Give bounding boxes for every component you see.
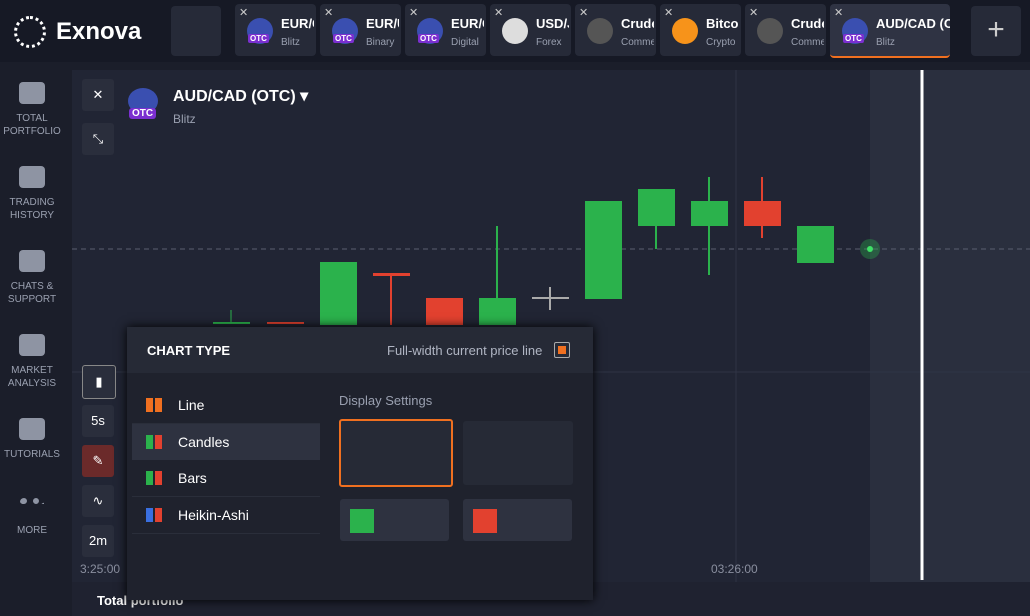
tab-sub: Forex [536, 37, 562, 48]
logo[interactable]: Exnova [56, 18, 142, 45]
sidebar-item[interactable]: MARKET ANALYSIS [0, 334, 64, 390]
tab-sub: Comme [791, 37, 824, 48]
style-option-hollow[interactable] [463, 421, 573, 485]
sidebar-item[interactable]: CHATS & SUPPORT [0, 250, 64, 306]
tab-sub: Blitz [281, 37, 300, 48]
tab-close[interactable]: ✕ [834, 7, 844, 19]
chart-type-item[interactable]: Heikin-Ashi [132, 497, 320, 534]
tab-sub: Crypto [706, 37, 736, 48]
tab-name: Bitcoin [706, 16, 739, 31]
tab-sub: Digital [451, 37, 479, 48]
tab-name: EUR/G [451, 16, 484, 31]
chart-type-item[interactable]: Bars [132, 460, 320, 497]
tab[interactable]: ✕ OTC EUR/G Blitz [235, 4, 316, 56]
sidebar-icon [19, 334, 45, 356]
tab-close[interactable]: ✕ [239, 7, 249, 19]
chart-type-icon [146, 434, 162, 449]
asset-name[interactable]: AUD/CAD (OTC) ▾ [173, 88, 309, 105]
tab-sub: Blitz [876, 37, 895, 48]
sidebar-label: TUTORIALS [4, 449, 60, 460]
grid-button[interactable] [171, 6, 221, 56]
tab-sub: Binary [366, 37, 395, 48]
logo-icon [14, 16, 46, 48]
tab-close[interactable]: ✕ [324, 7, 334, 19]
add-tab[interactable]: + [971, 6, 1021, 56]
tab[interactable]: ✕ Bitcoin Crypto [660, 4, 741, 56]
close-chart[interactable]: ✕ [82, 79, 114, 111]
chart-type-icon [146, 507, 162, 522]
sidebar-label: TRADING HISTORY [9, 197, 55, 221]
sidebar-item[interactable]: TOTAL PORTFOLIO [0, 82, 64, 138]
tab-name: EUR/U [366, 16, 399, 31]
chart-type-icon [146, 398, 162, 412]
sidebar-item[interactable]: MORE [0, 490, 64, 537]
tab-name: USD/J [536, 16, 569, 31]
asset-badge: OTC [129, 108, 157, 119]
tab-icon [587, 18, 613, 44]
sidebar-label: MARKET ANALYSIS [7, 365, 57, 389]
tab[interactable]: ✕ OTC EUR/G Digital [405, 4, 486, 56]
tab-name: Crude [621, 16, 654, 31]
draw-button[interactable]: ✎ [82, 445, 114, 477]
tab-badge: OTC [418, 34, 439, 43]
tab-close[interactable]: ✕ [579, 7, 589, 19]
tab-close[interactable]: ✕ [664, 7, 674, 19]
period-button[interactable]: 5s [82, 405, 114, 437]
future-zone [870, 70, 1030, 582]
chart-type-item[interactable]: Candles [132, 423, 320, 460]
sidebar-icon [19, 418, 45, 440]
down-color-picker[interactable] [463, 499, 572, 541]
tab[interactable]: ✕ OTC EUR/U Binary [320, 4, 401, 56]
tab-badge: OTC [248, 34, 269, 43]
chart-type-label: Bars [178, 470, 207, 486]
tab-name: AUD/CAD (O... [876, 16, 950, 31]
panel-title: CHART TYPE [147, 343, 231, 358]
sidebar-icon [19, 250, 45, 272]
panel-header [127, 327, 593, 373]
chart-type-item[interactable]: Line [132, 387, 320, 424]
tab-icon [757, 18, 783, 44]
tab-close[interactable]: ✕ [749, 7, 759, 19]
minimize[interactable]: ⤡ [82, 123, 114, 155]
chart-type-button[interactable]: ▮ [82, 365, 116, 399]
time-label: 3:25:00 [80, 562, 121, 576]
tab[interactable]: ✕ Crude Comme [745, 4, 826, 56]
price-line-label: Full-width current price line [387, 343, 543, 358]
sidebar-label: CHATS & SUPPORT [7, 281, 57, 305]
tab-icon [672, 18, 698, 44]
tab[interactable]: ✕ OTC AUD/CAD (O... Blitz [830, 4, 950, 58]
tab-icon [502, 18, 528, 44]
tab-badge: OTC [333, 34, 354, 43]
tab[interactable]: ✕ USD/J Forex [490, 4, 571, 56]
tab-close[interactable]: ✕ [409, 7, 419, 19]
style-option-filled[interactable] [339, 419, 453, 487]
sidebar-icon [19, 166, 45, 188]
sidebar-item[interactable]: TRADING HISTORY [0, 166, 64, 222]
sidebar-icon [20, 498, 44, 510]
sidebar-icon [19, 82, 45, 104]
tab-name: EUR/G [281, 16, 314, 31]
display-settings-label: Display Settings [339, 393, 433, 408]
up-color-picker[interactable] [340, 499, 449, 541]
chart-type-label: Line [178, 397, 205, 413]
indicator-button[interactable]: ∿ [82, 485, 114, 517]
price-line-checkbox[interactable] [554, 342, 570, 358]
chart-type-label: Heikin-Ashi [178, 506, 249, 523]
time-label: 03:26:00 [711, 562, 758, 576]
tab-name: Crude [791, 16, 824, 31]
chart-type-icon [146, 471, 162, 485]
sidebar-label: TOTAL PORTFOLIO [3, 113, 61, 137]
asset-sub: Blitz [173, 112, 196, 126]
sidebar-item[interactable]: TUTORIALS [0, 418, 64, 461]
tab-badge: OTC [843, 34, 864, 43]
timeframe-button[interactable]: 2m [82, 525, 114, 557]
asset-title: AUD/CAD (OTC) [173, 88, 296, 105]
sidebar-label: MORE [17, 525, 47, 536]
tab[interactable]: ✕ Crude Comme [575, 4, 656, 56]
chart-type-label: Candles [178, 433, 230, 450]
candles [213, 177, 880, 325]
tab-close[interactable]: ✕ [494, 7, 504, 19]
tab-sub: Comme [621, 37, 654, 48]
